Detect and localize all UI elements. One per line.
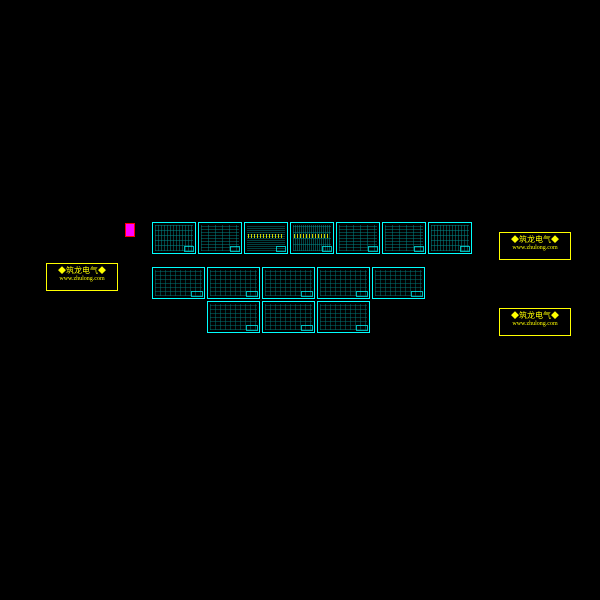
title-block [356, 291, 368, 297]
watermark-title: ◆筑龙电气◆ [504, 235, 566, 245]
watermark-url: www.zhulong.com [504, 245, 566, 253]
title-block [411, 291, 423, 297]
watermark-title: ◆筑龙电气◆ [504, 311, 566, 321]
drawing-sheet [152, 267, 205, 299]
cad-overview-canvas: ◆筑龙电气◆www.zhulong.com◆筑龙电气◆www.zhulong.c… [0, 0, 600, 600]
drawing-sheet [262, 301, 315, 333]
title-block [230, 246, 240, 252]
watermark-url: www.zhulong.com [51, 276, 113, 284]
drawing-sheet [207, 301, 260, 333]
drawing-sheet [290, 222, 334, 254]
title-block [368, 246, 378, 252]
drawing-sheet [317, 267, 370, 299]
title-block [246, 325, 258, 331]
drawing-sheet [382, 222, 426, 254]
title-block [184, 246, 194, 252]
watermark-box: ◆筑龙电气◆www.zhulong.com [499, 308, 571, 336]
title-block [322, 246, 332, 252]
drawing-sheet [198, 222, 242, 254]
drawing-sheet [428, 222, 472, 254]
drawing-sheet [336, 222, 380, 254]
drawing-sheet [317, 301, 370, 333]
title-block [301, 325, 313, 331]
drawing-sheet [244, 222, 288, 254]
cover-sheet-marker [125, 223, 135, 237]
title-block [414, 246, 424, 252]
watermark-box: ◆筑龙电气◆www.zhulong.com [499, 232, 571, 260]
title-block [356, 325, 368, 331]
watermark-box: ◆筑龙电气◆www.zhulong.com [46, 263, 118, 291]
title-block [301, 291, 313, 297]
watermark-url: www.zhulong.com [504, 321, 566, 329]
watermark-title: ◆筑龙电气◆ [51, 266, 113, 276]
title-block [460, 246, 470, 252]
drawing-sheet [262, 267, 315, 299]
drawing-sheet [207, 267, 260, 299]
sheet-accent [294, 234, 330, 238]
title-block [246, 291, 258, 297]
title-block [276, 246, 286, 252]
drawing-sheet [152, 222, 196, 254]
drawing-sheet [372, 267, 425, 299]
sheet-accent [248, 234, 284, 238]
title-block [191, 291, 203, 297]
